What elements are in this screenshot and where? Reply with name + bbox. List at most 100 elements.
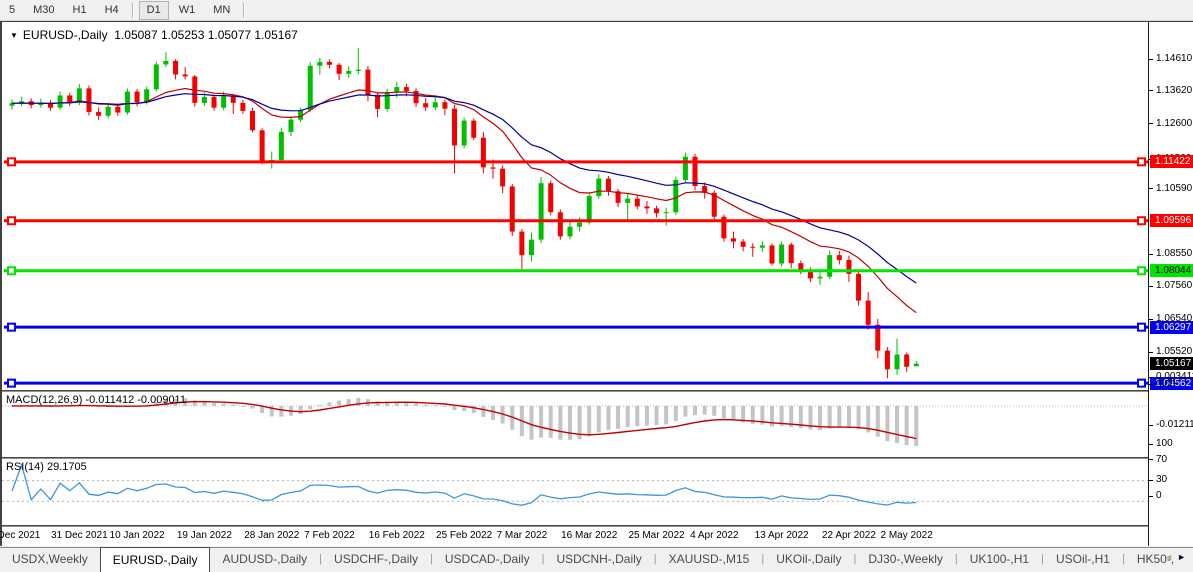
axis-tick-mark <box>1149 384 1153 386</box>
level-line-anchor[interactable] <box>1137 378 1146 388</box>
macd-histogram-bar <box>625 405 630 428</box>
chart-tab-usoil-h1[interactable]: USOil-,H1 <box>1055 552 1110 566</box>
candle-body <box>307 65 313 110</box>
macd-histogram-bar <box>789 405 794 428</box>
macd-histogram-bar <box>491 405 495 420</box>
macd-axis-label: -0.012118 <box>1156 419 1193 430</box>
candle-body <box>865 300 871 325</box>
axis-tick-mark <box>1149 90 1153 92</box>
symbol-dropdown-icon[interactable]: ▼ <box>10 31 18 40</box>
timeframe-button-h4[interactable]: H4 <box>104 3 119 16</box>
level-line-anchor[interactable] <box>7 266 16 276</box>
tab-scroll-left-icon[interactable]: ◄ <box>1164 552 1178 562</box>
macd-histogram-bar <box>394 401 399 406</box>
timeframe-button-w1[interactable]: W1 <box>178 3 196 16</box>
candle-body <box>654 208 660 214</box>
macd-axis-label: 0.003411 <box>1156 371 1193 382</box>
date-tick-label: 2 May 2022 <box>880 530 933 541</box>
level-line-anchor[interactable] <box>7 322 16 332</box>
price-tick-label: 1.07560 <box>1156 280 1193 292</box>
level-line-anchor[interactable] <box>7 216 16 226</box>
chart-tab-audusd-daily[interactable]: AUDUSD-,Daily <box>222 552 308 566</box>
axis-tick-mark <box>1149 495 1153 497</box>
date-tick-label: 31 Dec 2021 <box>50 530 108 541</box>
axis-tick-mark <box>1149 459 1153 461</box>
chart-tab-xauusd-m15[interactable]: XAUUSD-,M15 <box>668 552 750 566</box>
tab-separator: | <box>653 553 657 565</box>
candle-body <box>38 102 44 106</box>
macd-histogram-bar <box>866 405 871 433</box>
macd-histogram-bar <box>346 399 351 406</box>
panel-splitter[interactable] <box>2 390 1148 392</box>
macd-histogram-bar <box>779 405 784 427</box>
macd-histogram-bar <box>702 405 707 415</box>
chart-tab-usdchf-daily[interactable]: USDCHF-,Daily <box>334 552 419 566</box>
tab-scroll-right-icon[interactable]: ► <box>1177 552 1190 562</box>
macd-histogram-bar <box>385 401 390 406</box>
candle-body <box>490 167 496 169</box>
date-tick-label: 19 Jan 2022 <box>176 530 232 541</box>
rsi-axis-label: 30 <box>1156 474 1168 486</box>
macd-histogram-bar <box>904 405 909 446</box>
timeframe-button-h1[interactable]: H1 <box>72 3 87 16</box>
candle-body <box>259 130 265 162</box>
candle-body <box>326 61 332 65</box>
macd-histogram-bar <box>212 403 217 406</box>
price-level-badge: 1.04562 <box>1150 376 1193 390</box>
chart-tab-eurusd-daily[interactable]: EURUSD-,Daily <box>99 547 211 572</box>
panel-splitter[interactable] <box>2 525 1148 527</box>
macd-histogram-bar <box>914 405 919 446</box>
candle-body <box>76 88 82 103</box>
chart-tab-usdx-weekly[interactable]: USDX,Weekly <box>12 552 88 566</box>
macd-histogram-bar <box>375 401 380 406</box>
timeframe-button-mn[interactable]: MN <box>213 3 231 16</box>
chart-tab-usdcad-daily[interactable]: USDCAD-,Daily <box>444 552 530 566</box>
macd-histogram-bar <box>808 405 813 430</box>
chart-tab-dj30-weekly[interactable]: DJ30-,Weekly <box>868 552 943 566</box>
tab-separator: | <box>853 553 857 565</box>
candle-body <box>250 110 255 131</box>
rsi-line <box>11 462 917 506</box>
chart-tab-ukoil-daily[interactable]: UKOil-,Daily <box>776 552 842 566</box>
macd-histogram-bar <box>308 405 313 410</box>
macd-histogram-bar <box>260 405 265 414</box>
tab-separator: | <box>1121 553 1125 565</box>
price-tick-label: 1.13620 <box>1156 84 1193 96</box>
timeframe-button-5[interactable]: 5 <box>9 3 16 16</box>
price-tick-label: 1.05520 <box>1156 346 1193 358</box>
macd-histogram-bar <box>192 400 197 406</box>
panel-splitter[interactable] <box>2 457 1148 459</box>
candle-body <box>625 198 631 203</box>
chart-tab-uk100-h1[interactable]: UK100-,H1 <box>969 552 1030 566</box>
tab-separator: | <box>541 553 545 565</box>
macd-histogram-bar <box>606 405 611 430</box>
tab-separator: | <box>954 553 958 565</box>
chart-tab-usdcnh-daily[interactable]: USDCNH-,Daily <box>556 552 642 566</box>
date-tick-label: 10 Jan 2022 <box>109 530 165 541</box>
chart-tab-hk50-[interactable]: HK50-, <box>1136 552 1175 566</box>
candle-body <box>577 222 583 227</box>
level-line-anchor[interactable] <box>1137 216 1146 226</box>
level-line-anchor[interactable] <box>7 157 16 167</box>
rsi-axis-label: 70 <box>1156 453 1168 465</box>
level-line-anchor[interactable] <box>1137 266 1146 276</box>
axis-tick-mark <box>1149 123 1153 125</box>
level-line-anchor[interactable] <box>7 378 16 388</box>
candle-body <box>836 255 842 260</box>
level-line-anchor[interactable] <box>1137 322 1146 332</box>
macd-panel[interactable] <box>2 392 1148 457</box>
price-chart-panel[interactable] <box>2 24 1148 390</box>
candle-body <box>471 120 477 138</box>
timeframe-button-d1[interactable]: D1 <box>138 0 169 20</box>
candle-body <box>124 91 130 113</box>
macd-histogram-bar <box>317 405 322 407</box>
candle-body <box>798 263 804 270</box>
candle-body <box>298 109 304 120</box>
timeframe-button-m30[interactable]: M30 <box>33 3 55 16</box>
macd-histogram-bar <box>221 403 226 406</box>
candle-body <box>663 212 669 214</box>
level-line-anchor[interactable] <box>1137 157 1146 167</box>
macd-histogram-bar <box>798 405 803 429</box>
rsi-panel[interactable] <box>2 459 1148 525</box>
macd-histogram-bar <box>202 401 207 406</box>
